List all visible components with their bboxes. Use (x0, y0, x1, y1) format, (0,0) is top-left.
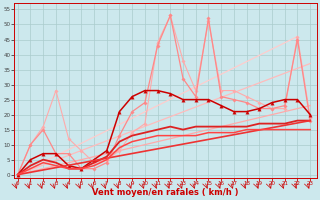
X-axis label: Vent moyen/en rafales ( km/h ): Vent moyen/en rafales ( km/h ) (92, 188, 238, 197)
